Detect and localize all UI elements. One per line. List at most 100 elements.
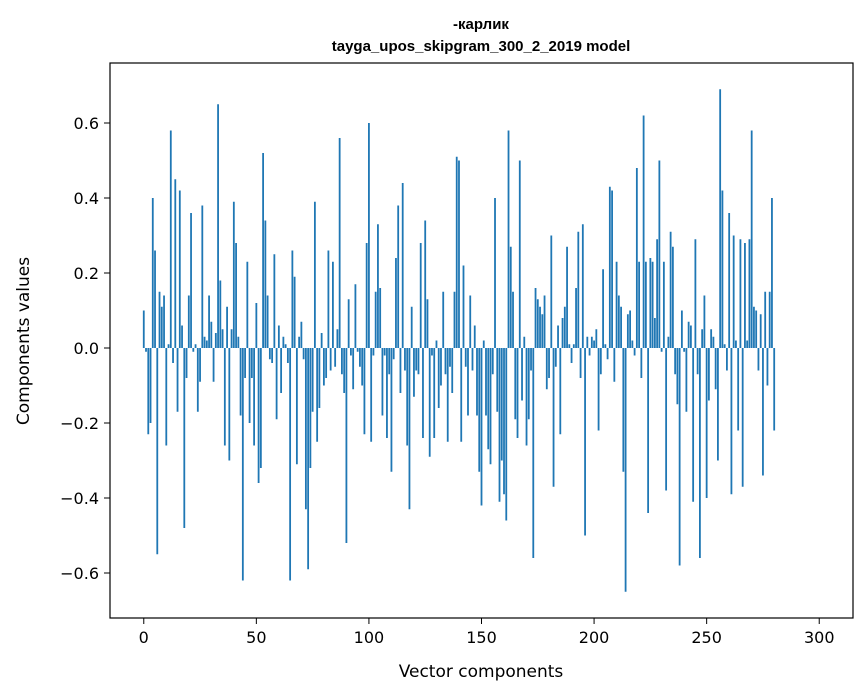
y-axis-label: Components values: [14, 257, 34, 425]
bar-32: [214, 333, 217, 348]
chart-title-line1: -карлик: [453, 16, 509, 33]
bar-193: [577, 231, 580, 348]
bar-15: [176, 348, 179, 412]
bar-169: [523, 336, 526, 348]
bar-71: [302, 348, 305, 360]
bar-279: [771, 198, 773, 348]
bar-172: [530, 348, 532, 371]
bar-105: [379, 288, 382, 348]
bar-226: [651, 261, 654, 348]
bar-83: [329, 348, 332, 371]
bar-57: [271, 348, 274, 363]
bar-153: [487, 348, 490, 450]
bar-4: [151, 198, 154, 348]
bar-64: [286, 348, 289, 363]
bar-87: [338, 138, 341, 348]
bar-275: [762, 348, 764, 476]
bar-116: [404, 348, 406, 371]
bar-245: [694, 239, 697, 348]
bar-85: [334, 348, 337, 367]
bar-196: [584, 348, 586, 536]
bar-146: [471, 348, 474, 371]
bar-200: [593, 340, 595, 348]
bar-119: [410, 306, 413, 348]
bar-92: [350, 348, 352, 356]
bar-38: [228, 348, 231, 461]
bar-79: [320, 333, 323, 348]
bar-90: [345, 348, 348, 543]
bar-237: [676, 348, 679, 405]
bar-198: [588, 348, 591, 356]
bar-209: [613, 348, 616, 382]
bar-263: [735, 340, 737, 348]
bar-36: [223, 348, 226, 446]
bar-192: [575, 288, 577, 348]
bar-232: [665, 348, 668, 491]
bar-211: [617, 295, 620, 348]
bar-151: [482, 340, 485, 348]
bar-0: [142, 310, 145, 348]
bar-78: [318, 348, 321, 408]
bar-13: [172, 348, 174, 363]
bar-197: [586, 336, 589, 348]
bar-122: [417, 348, 420, 375]
bar-26: [201, 205, 204, 348]
bar-42: [237, 336, 240, 348]
bar-91: [347, 299, 350, 348]
bar-174: [534, 288, 537, 348]
bar-8: [160, 306, 163, 348]
bar-10: [165, 348, 168, 446]
bar-102: [372, 348, 375, 356]
bar-235: [671, 246, 674, 348]
bar-210: [615, 261, 618, 348]
bar-238: [678, 348, 681, 566]
bar-242: [687, 321, 690, 348]
bar-201: [595, 329, 598, 348]
bar-16: [178, 190, 181, 348]
bar-155: [491, 348, 494, 375]
x-tick-label: 0: [139, 628, 149, 647]
bar-205: [604, 344, 607, 348]
bar-134: [444, 348, 447, 375]
bar-141: [460, 348, 463, 442]
bar-241: [685, 348, 688, 412]
bar-159: [500, 348, 503, 461]
bar-219: [635, 168, 638, 348]
bar-236: [674, 348, 677, 375]
bar-44: [241, 348, 244, 581]
bar-186: [561, 318, 564, 348]
bar-89: [343, 348, 346, 393]
bar-273: [757, 348, 760, 371]
bar-188: [566, 246, 568, 348]
bar-221: [640, 348, 643, 378]
x-axis-label: Vector components: [399, 662, 564, 682]
bar-22: [192, 348, 195, 352]
bar-260: [728, 213, 731, 348]
bar-14: [174, 179, 177, 348]
bar-21: [190, 213, 192, 348]
bar-229: [658, 160, 661, 348]
bar-129: [433, 348, 436, 438]
bar-41: [235, 243, 237, 348]
bar-58: [273, 254, 276, 348]
bar-73: [307, 348, 310, 570]
x-tick-label: 150: [466, 628, 497, 647]
bar-247: [699, 348, 701, 558]
bar-2: [147, 348, 150, 435]
bar-33: [217, 104, 219, 348]
bar-81: [325, 348, 328, 378]
bar-220: [638, 261, 641, 348]
bar-43: [239, 348, 242, 416]
bar-67: [293, 276, 296, 348]
bar-225: [649, 258, 652, 348]
bar-113: [397, 205, 400, 348]
bar-255: [717, 348, 719, 461]
bar-191: [572, 344, 575, 348]
bar-63: [284, 344, 287, 348]
bar-51: [257, 348, 260, 483]
y-tick-label: −0.6: [60, 564, 99, 583]
bar-177: [541, 314, 544, 348]
bar-28: [205, 340, 208, 348]
y-tick-label: −0.2: [60, 414, 99, 433]
bar-97: [361, 348, 364, 386]
